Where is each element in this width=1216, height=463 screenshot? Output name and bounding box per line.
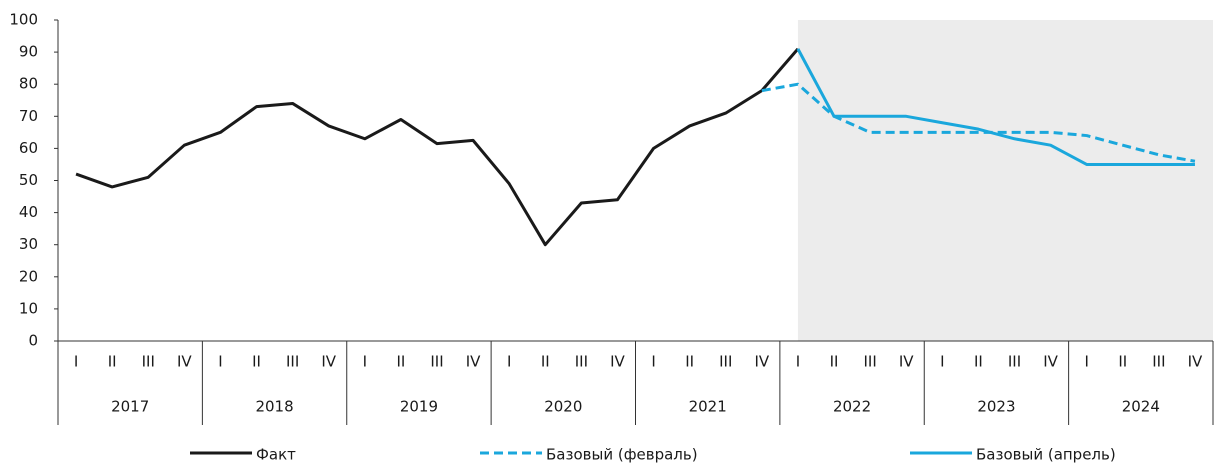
x-tick-label: III <box>863 353 876 371</box>
y-tick-label: 40 <box>19 203 38 221</box>
x-tick-label: III <box>142 353 155 371</box>
x-tick-label: II <box>252 353 261 371</box>
year-label: 2018 <box>255 398 293 416</box>
x-tick-label: III <box>1008 353 1021 371</box>
forecast-shade <box>797 20 1213 341</box>
year-label: 2020 <box>544 398 582 416</box>
y-tick-label: 90 <box>19 43 38 61</box>
legend-label: Факт <box>256 446 296 463</box>
x-tick-label: I <box>1084 353 1088 371</box>
x-tick-label: III <box>430 353 443 371</box>
y-tick-label: 30 <box>19 235 38 253</box>
x-tick-label: I <box>796 353 800 371</box>
y-tick-label: 0 <box>28 332 38 350</box>
y-tick-label: 60 <box>19 139 38 157</box>
year-label: 2023 <box>977 398 1015 416</box>
y-tick-label: 50 <box>19 171 38 189</box>
x-tick-label: III <box>1152 353 1165 371</box>
x-tick-label: I <box>363 353 367 371</box>
x-tick-label: I <box>218 353 222 371</box>
y-tick-label: 20 <box>19 267 38 285</box>
x-tick-label: II <box>108 353 117 371</box>
year-label: 2021 <box>689 398 727 416</box>
x-tick-label: I <box>651 353 655 371</box>
legend-label: Базовый (апрель) <box>976 446 1116 463</box>
year-label: 2022 <box>833 398 871 416</box>
x-tick-label: III <box>575 353 588 371</box>
series-line <box>75 47 800 247</box>
x-tick-label: IV <box>466 353 481 371</box>
x-tick-label: II <box>541 353 550 371</box>
x-tick-label: IV <box>610 353 625 371</box>
series-line <box>796 48 1195 166</box>
x-tick-label: I <box>507 353 511 371</box>
y-tick-label: 100 <box>9 11 38 29</box>
x-tick-label: II <box>685 353 694 371</box>
legend-label: Базовый (февраль) <box>546 446 698 463</box>
y-tick-label: 80 <box>19 75 38 93</box>
x-tick-label: IV <box>1043 353 1058 371</box>
x-tick-label: IV <box>177 353 192 371</box>
x-tick-label: I <box>74 353 78 371</box>
x-tick-label: II <box>974 353 983 371</box>
x-tick-label: IV <box>754 353 769 371</box>
year-label: 2017 <box>111 398 149 416</box>
x-tick-label: II <box>830 353 839 371</box>
x-tick-label: IV <box>1188 353 1203 371</box>
x-tick-label: I <box>940 353 944 371</box>
x-tick-label: IV <box>899 353 914 371</box>
year-label: 2019 <box>400 398 438 416</box>
year-label: 2024 <box>1122 398 1160 416</box>
x-tick-label: III <box>719 353 732 371</box>
y-tick-label: 70 <box>19 107 38 125</box>
x-tick-label: II <box>396 353 405 371</box>
x-tick-label: II <box>1118 353 1127 371</box>
x-tick-label: IV <box>321 353 336 371</box>
y-tick-label: 10 <box>19 299 38 317</box>
x-tick-label: III <box>286 353 299 371</box>
